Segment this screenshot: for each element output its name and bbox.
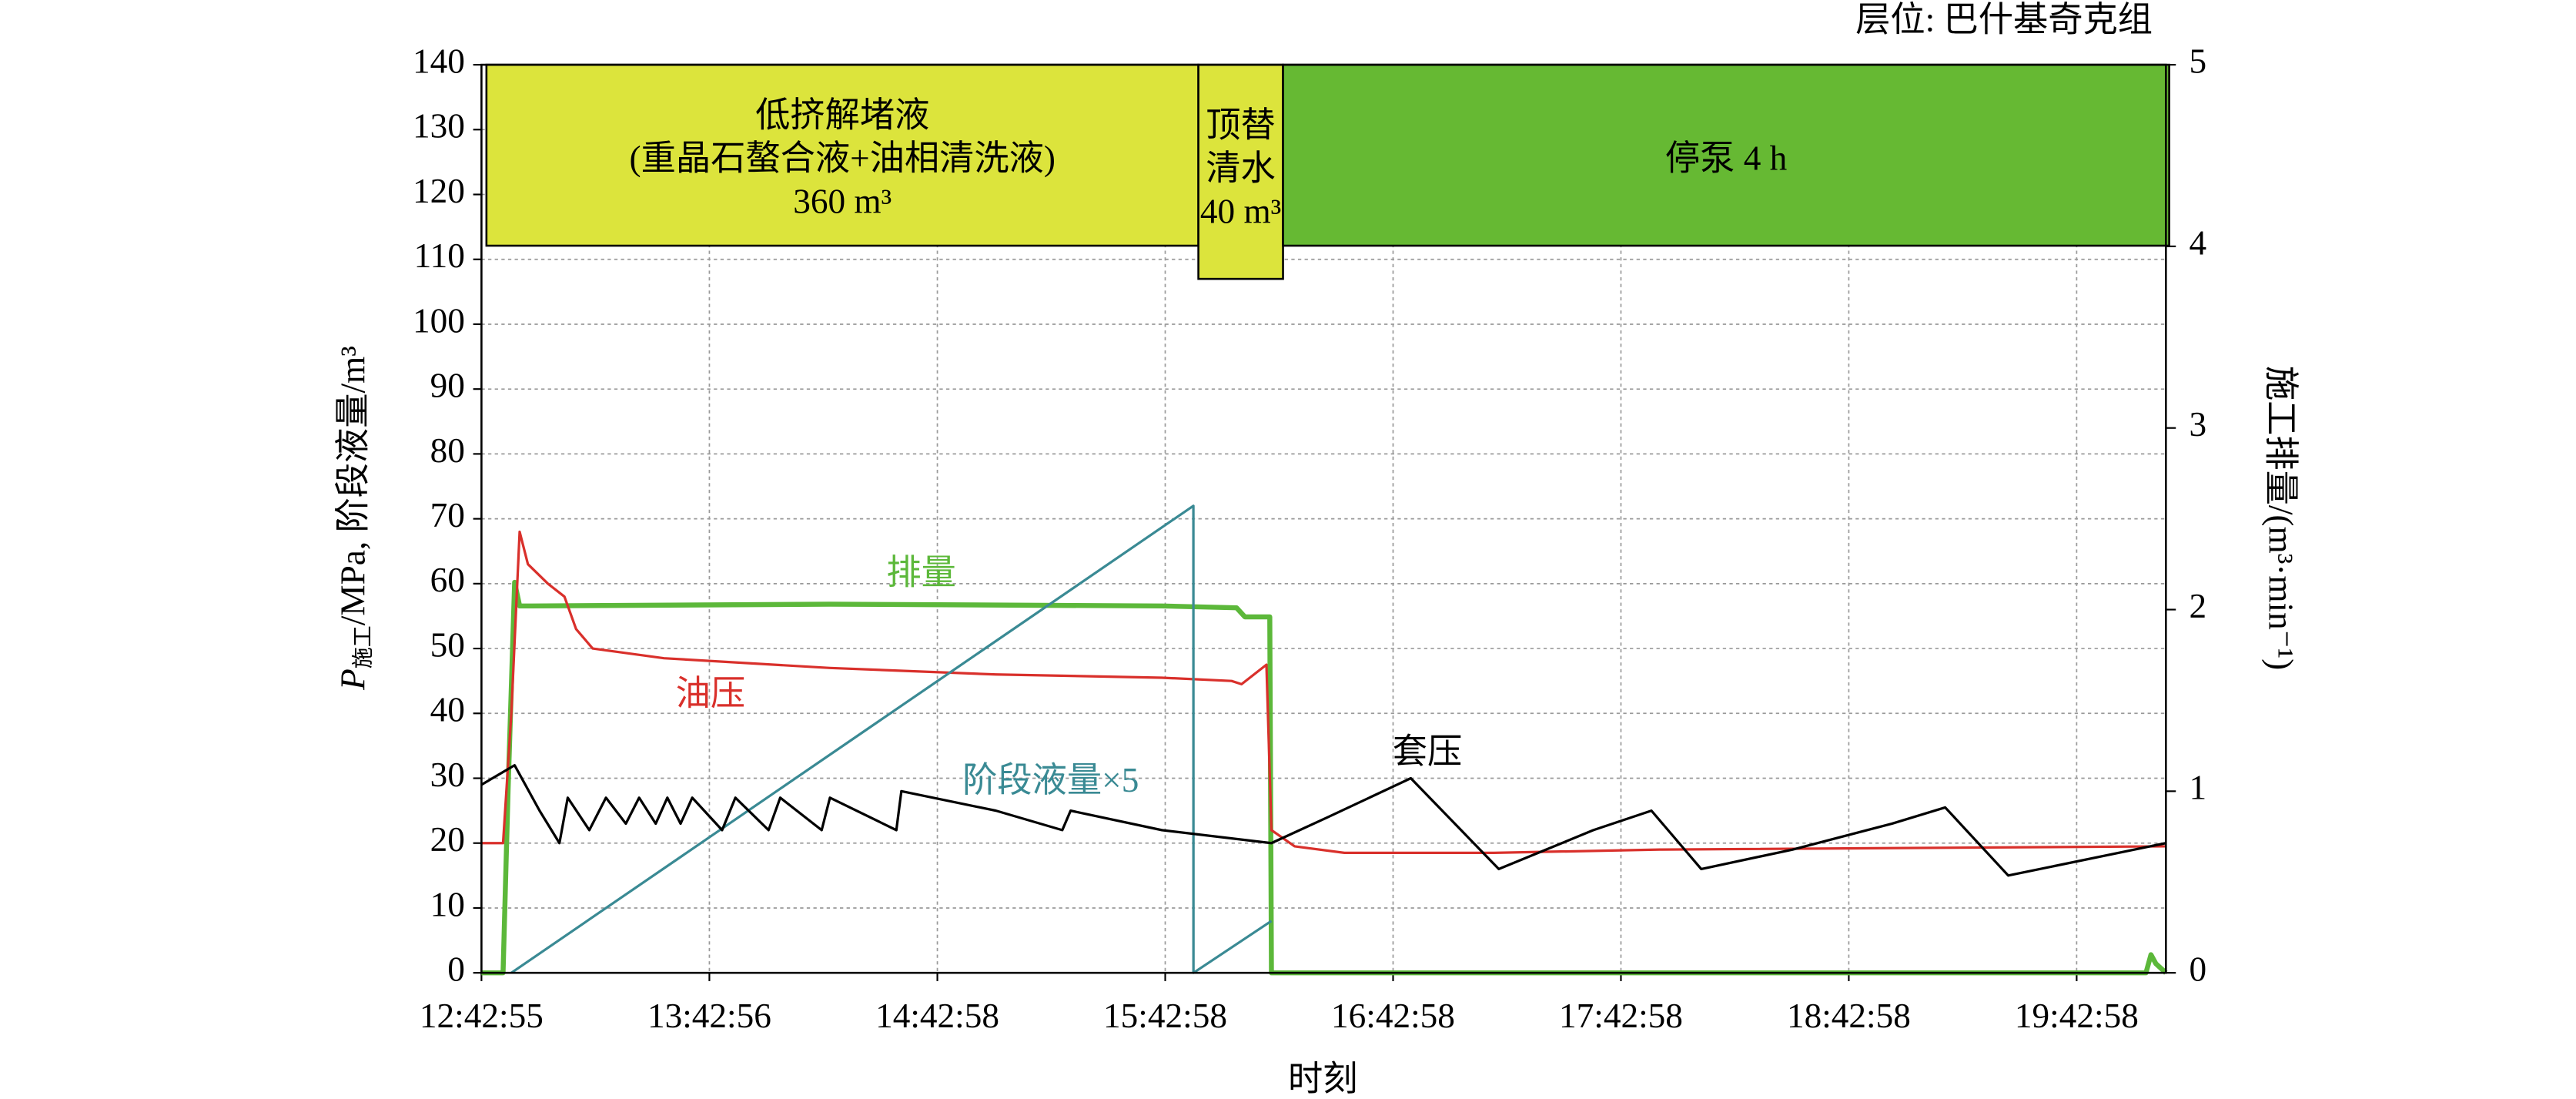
y-tick-label: 60 [430, 561, 465, 599]
y-axis-label: P施工/MPa, 阶段液量/m³ [334, 346, 376, 691]
y-tick-label: 120 [413, 172, 465, 210]
stage-box [1282, 63, 2170, 247]
series-label: 阶段液量×5 [962, 761, 1139, 799]
y2-tick-label: 4 [2189, 223, 2206, 262]
y2-tick-label: 3 [2189, 405, 2206, 444]
y2-axis-label: 施工排量/(m³·min⁻¹) [2261, 366, 2300, 670]
y-tick-label: 130 [413, 107, 465, 146]
x-tick-label: 17:42:58 [1559, 997, 1683, 1035]
y-tick-label: 10 [430, 885, 465, 923]
y-tick-label: 140 [413, 42, 465, 80]
series-label: 排量 [886, 553, 956, 591]
x-tick-label: 15:42:58 [1103, 997, 1227, 1035]
stage-text: 停泵 4 h [1665, 139, 1788, 178]
y2-tick-label: 5 [2189, 42, 2206, 80]
series-line [480, 764, 2166, 877]
stage-text: 低挤解堵液 [755, 96, 929, 135]
series-line [481, 530, 2166, 854]
stage-text: 40 m³ [1200, 193, 1281, 231]
x-tick-label: 16:42:58 [1331, 997, 1455, 1035]
plot-frame [480, 63, 2167, 974]
stage-text: (重晶石螯合液+油相清洗液) [630, 139, 1055, 178]
y-tick-label: 20 [430, 820, 465, 859]
x-axis-label: 时刻 [1288, 1060, 1358, 1098]
y-tick-label: 70 [430, 496, 465, 534]
y-tick-label: 50 [430, 625, 465, 664]
y-label-symbol: P [334, 668, 373, 691]
y2-tick-label: 0 [2189, 950, 2206, 989]
y-tick-label: 0 [447, 950, 465, 989]
layer-annotation: 层位: 巴什基奇克组 [1855, 1, 2153, 39]
y-tick-label: 90 [430, 367, 465, 405]
x-tick-label: 18:42:58 [1787, 997, 1911, 1035]
y2-tick-label: 1 [2189, 769, 2206, 807]
series-label: 套压 [1393, 732, 1463, 771]
stage-text: 清水 [1206, 149, 1276, 187]
stage-box [485, 63, 1199, 247]
y-tick-label: 40 [430, 691, 465, 729]
x-tick-label: 14:42:58 [875, 997, 999, 1035]
x-tick-label: 12:42:55 [420, 997, 544, 1035]
stage-text: 顶替 [1206, 106, 1276, 144]
y-tick-label: 30 [430, 756, 465, 794]
y-label-subscript: 施工 [351, 625, 376, 668]
y-tick-label: 110 [414, 236, 465, 275]
y-tick-label: 80 [430, 431, 465, 470]
series-label: 油压 [676, 675, 746, 713]
stage-text: 360 m³ [793, 183, 892, 221]
x-tick-label: 19:42:58 [2015, 997, 2139, 1035]
series-line [510, 504, 1273, 974]
y2-tick-label: 2 [2189, 587, 2206, 625]
x-tick-label: 13:42:56 [647, 997, 771, 1035]
y-label-rest: /MPa, 阶段液量/m³ [334, 346, 373, 625]
y-tick-label: 100 [413, 301, 465, 340]
